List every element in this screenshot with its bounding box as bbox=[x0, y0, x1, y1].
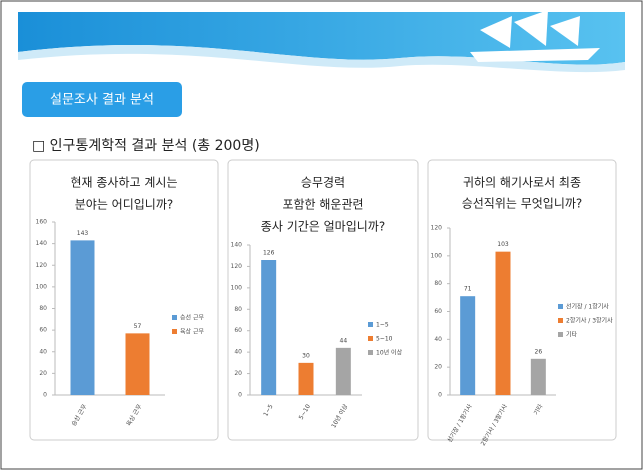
y-tick-label: 80 bbox=[234, 306, 242, 313]
legend-label: 10년 이상 bbox=[376, 349, 403, 357]
y-tick-label: 140 bbox=[231, 242, 243, 249]
y-tick-label: 0 bbox=[238, 392, 242, 399]
section-button-label: 설문조사 결과 분석 bbox=[50, 93, 154, 108]
legend-label: 승선 근무 bbox=[180, 314, 204, 322]
bar bbox=[299, 363, 314, 395]
y-tick-label: 60 bbox=[234, 327, 242, 334]
legend-swatch bbox=[368, 336, 373, 341]
data-label: 57 bbox=[134, 323, 142, 330]
legend-label: 선기장 / 1항기사 bbox=[566, 303, 609, 311]
legend-label: 육상 근무 bbox=[180, 328, 204, 336]
legend-swatch bbox=[558, 332, 563, 337]
data-label: 103 bbox=[497, 241, 509, 248]
bar bbox=[460, 296, 475, 395]
y-tick-label: 80 bbox=[39, 305, 47, 312]
y-tick-label: 120 bbox=[431, 225, 443, 232]
chart-title: 귀하의 해기사로서 최종 bbox=[463, 176, 581, 190]
y-tick-label: 60 bbox=[434, 308, 442, 315]
legend-label: 1~5 bbox=[376, 322, 389, 329]
y-tick-label: 40 bbox=[434, 336, 442, 343]
y-tick-label: 60 bbox=[39, 327, 47, 334]
y-tick-label: 0 bbox=[438, 392, 442, 399]
y-tick-label: 20 bbox=[234, 370, 242, 377]
bar bbox=[261, 260, 276, 395]
y-tick-label: 100 bbox=[431, 252, 443, 259]
chart-title: 포함한 해운관련 bbox=[282, 198, 363, 212]
legend-swatch bbox=[368, 350, 373, 355]
legend-swatch bbox=[558, 318, 563, 323]
y-tick-label: 140 bbox=[36, 240, 48, 247]
y-tick-label: 160 bbox=[36, 219, 48, 226]
data-label: 44 bbox=[340, 337, 348, 344]
y-tick-label: 20 bbox=[39, 370, 47, 377]
y-tick-label: 80 bbox=[434, 280, 442, 287]
subtitle: □ 인구통계학적 결과 분석 (총 200명) bbox=[32, 138, 260, 154]
legend-label: 기타 bbox=[566, 331, 578, 339]
chart-title: 분야는 어디입니까? bbox=[75, 198, 174, 212]
bar bbox=[336, 348, 351, 395]
bar bbox=[71, 240, 95, 395]
y-tick-label: 0 bbox=[43, 392, 47, 399]
data-label: 26 bbox=[535, 348, 543, 355]
bar bbox=[531, 359, 546, 395]
y-tick-label: 20 bbox=[434, 364, 442, 371]
y-tick-label: 100 bbox=[231, 284, 243, 291]
data-label: 30 bbox=[302, 352, 310, 359]
chart-title: 종사 기간은 얼마입니까? bbox=[261, 220, 385, 234]
slide: 설문조사 결과 분석 □ 인구통계학적 결과 분석 (총 200명) 현재 종사… bbox=[0, 0, 644, 471]
chart-title: 현재 종사하고 계시는 bbox=[71, 176, 178, 190]
legend-swatch bbox=[172, 315, 177, 320]
legend-label: 2항기사 / 3항기사 bbox=[566, 317, 613, 325]
y-tick-label: 40 bbox=[39, 348, 47, 355]
y-tick-label: 120 bbox=[231, 263, 243, 270]
y-tick-label: 120 bbox=[36, 262, 48, 269]
legend-swatch bbox=[172, 329, 177, 334]
y-tick-label: 40 bbox=[234, 349, 242, 356]
chart-title: 승무경력 bbox=[301, 176, 345, 190]
legend-swatch bbox=[368, 322, 373, 327]
legend-swatch bbox=[558, 304, 563, 309]
data-label: 143 bbox=[77, 230, 89, 237]
y-tick-label: 100 bbox=[36, 283, 48, 290]
bar bbox=[126, 333, 150, 395]
bar bbox=[496, 252, 511, 395]
legend-label: 5~10 bbox=[376, 336, 393, 343]
chart-title: 승선직위는 무엇입니까? bbox=[462, 197, 583, 211]
data-label: 71 bbox=[464, 286, 472, 293]
data-label: 126 bbox=[263, 250, 275, 257]
